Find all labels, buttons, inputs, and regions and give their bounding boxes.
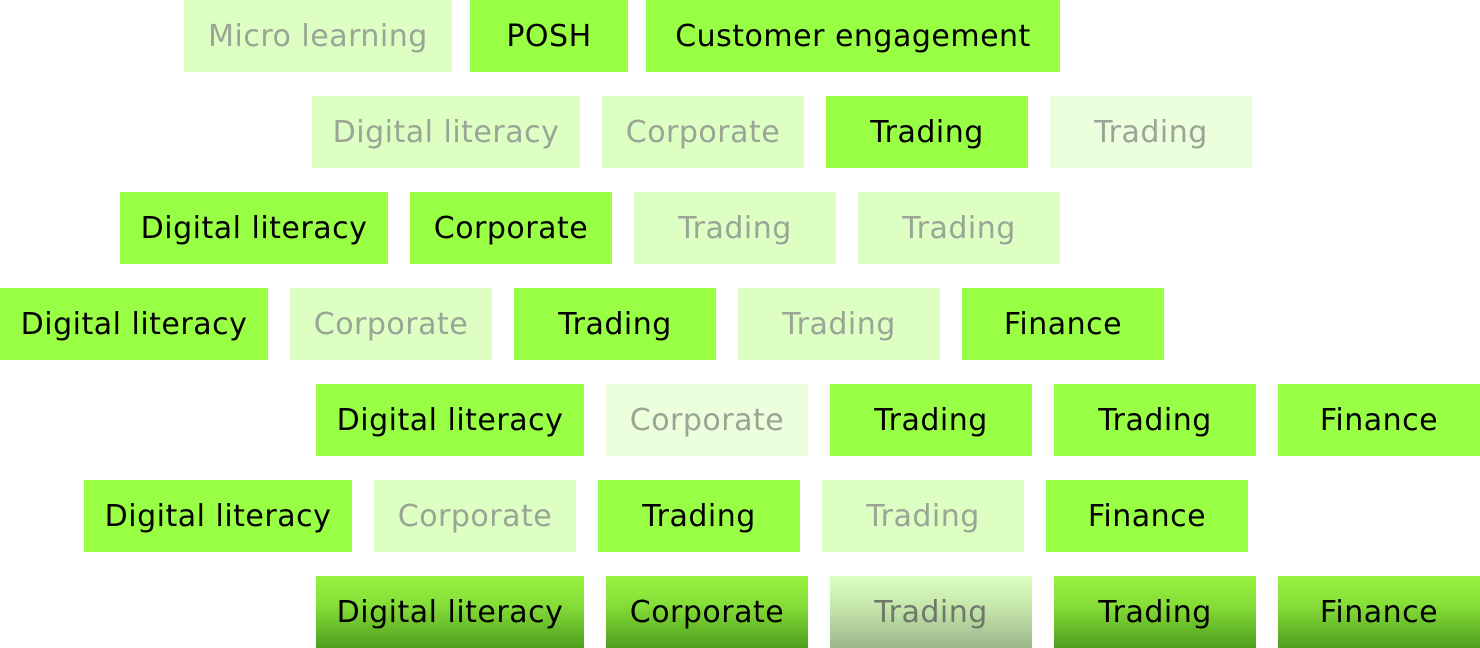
tag-trading[interactable]: Trading <box>1054 384 1256 456</box>
tag-posh[interactable]: POSH <box>470 0 628 72</box>
tag-digital-literacy[interactable]: Digital literacy <box>0 288 268 360</box>
tag-digital-literacy[interactable]: Digital literacy <box>84 480 352 552</box>
tag-finance[interactable]: Finance <box>1278 576 1480 648</box>
tag-digital-literacy[interactable]: Digital literacy <box>120 192 388 264</box>
tag-trading[interactable]: Trading <box>830 384 1032 456</box>
tag-micro-learning[interactable]: Micro learning <box>184 0 452 72</box>
tag-digital-literacy[interactable]: Digital literacy <box>316 576 584 648</box>
tag-trading[interactable]: Trading <box>1050 96 1252 168</box>
tag-trading[interactable]: Trading <box>858 192 1060 264</box>
tag-digital-literacy[interactable]: Digital literacy <box>312 96 580 168</box>
tag-trading[interactable]: Trading <box>1054 576 1256 648</box>
tag-corporate[interactable]: Corporate <box>410 192 612 264</box>
tag-finance[interactable]: Finance <box>1278 384 1480 456</box>
tag-corporate[interactable]: Corporate <box>606 384 808 456</box>
tag-finance[interactable]: Finance <box>1046 480 1248 552</box>
tag-corporate[interactable]: Corporate <box>374 480 576 552</box>
tag-trading[interactable]: Trading <box>598 480 800 552</box>
tag-trading[interactable]: Trading <box>822 480 1024 552</box>
tag-corporate[interactable]: Corporate <box>602 96 804 168</box>
tag-corporate[interactable]: Corporate <box>290 288 492 360</box>
tag-trading[interactable]: Trading <box>634 192 836 264</box>
tag-trading[interactable]: Trading <box>826 96 1028 168</box>
tag-digital-literacy[interactable]: Digital literacy <box>316 384 584 456</box>
tag-trading[interactable]: Trading <box>830 576 1032 648</box>
tag-customer-engagement[interactable]: Customer engagement <box>646 0 1060 72</box>
tag-corporate[interactable]: Corporate <box>606 576 808 648</box>
tag-finance[interactable]: Finance <box>962 288 1164 360</box>
tag-trading[interactable]: Trading <box>738 288 940 360</box>
tag-trading[interactable]: Trading <box>514 288 716 360</box>
